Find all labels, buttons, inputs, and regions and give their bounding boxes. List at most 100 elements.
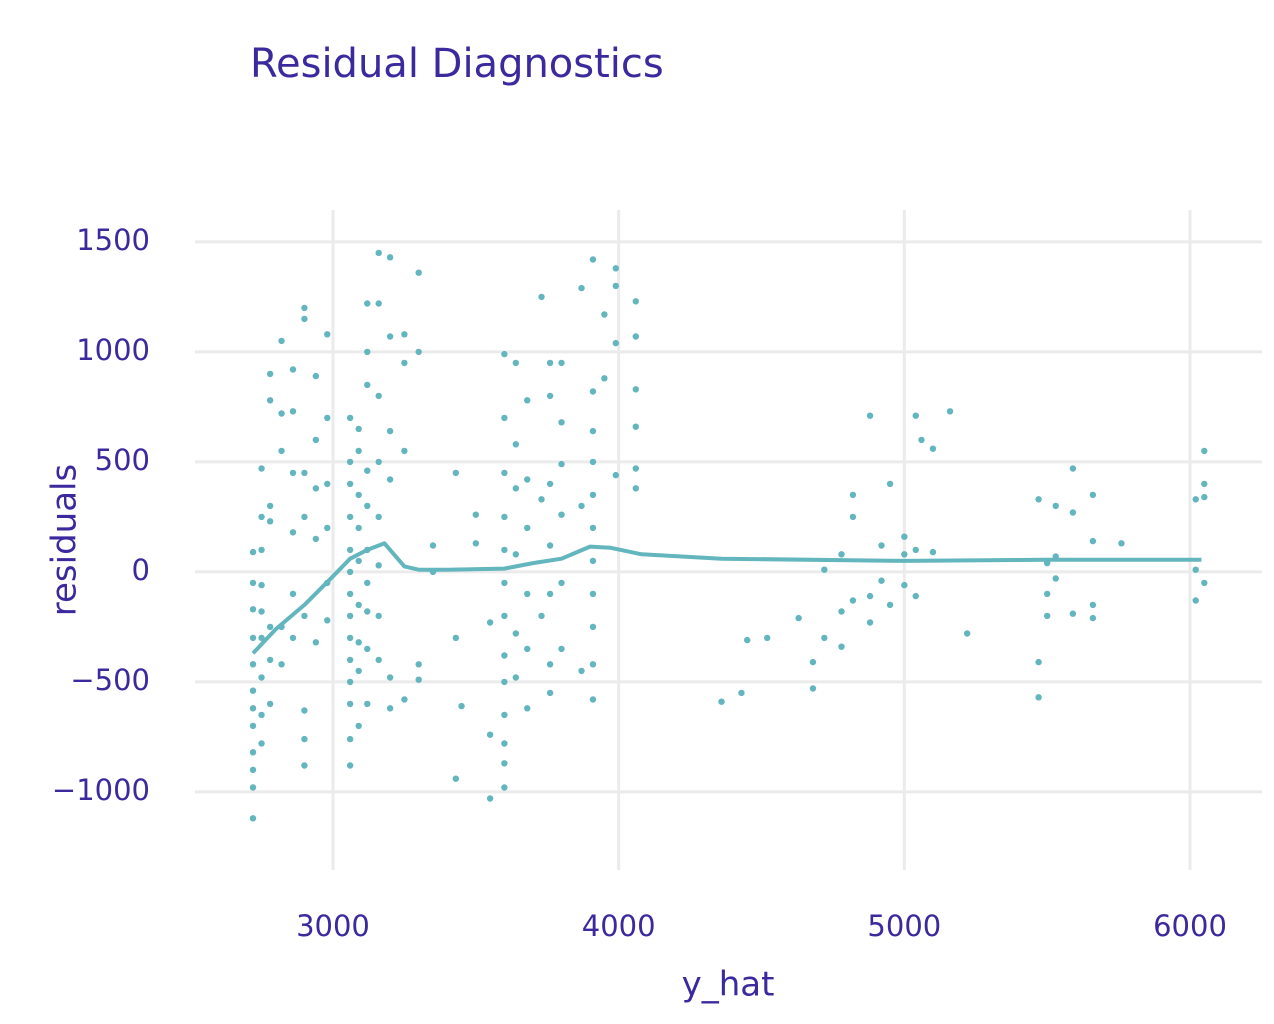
- point: [324, 617, 331, 624]
- point: [278, 410, 285, 417]
- point: [866, 412, 874, 419]
- point: [346, 546, 354, 554]
- point: [301, 469, 308, 477]
- point: [289, 590, 297, 598]
- point: [346, 656, 354, 664]
- point: [878, 577, 885, 584]
- point: [546, 542, 554, 549]
- x-tick-label: 6000: [1153, 909, 1227, 943]
- point: [386, 427, 394, 435]
- point: [258, 674, 265, 681]
- point: [558, 579, 565, 587]
- point: [452, 634, 460, 642]
- point: [912, 546, 919, 554]
- point: [1089, 614, 1097, 622]
- point: [249, 579, 257, 587]
- point: [589, 427, 597, 435]
- point: [838, 643, 845, 650]
- point: [1069, 610, 1077, 617]
- point: [355, 722, 362, 730]
- point: [501, 579, 508, 587]
- point: [501, 350, 508, 358]
- point: [364, 645, 371, 653]
- y-axis-title: residuals: [45, 464, 85, 616]
- point: [1052, 575, 1059, 582]
- point: [364, 700, 371, 708]
- point: [718, 698, 725, 705]
- point: [415, 676, 422, 683]
- point: [849, 491, 857, 499]
- point: [1118, 540, 1125, 547]
- point: [512, 359, 520, 367]
- point: [266, 656, 274, 664]
- point: [1052, 502, 1059, 510]
- point: [375, 392, 382, 400]
- point: [312, 372, 320, 380]
- point: [266, 370, 274, 378]
- point: [901, 581, 908, 589]
- point: [501, 469, 508, 477]
- point: [512, 630, 520, 637]
- point: [375, 300, 382, 307]
- x-tick-label: 4000: [582, 909, 656, 943]
- point: [558, 460, 565, 468]
- point: [301, 612, 308, 620]
- point: [501, 546, 508, 554]
- point: [1043, 612, 1051, 620]
- point: [249, 705, 257, 712]
- point: [612, 339, 620, 347]
- point: [258, 740, 265, 747]
- point: [266, 700, 274, 708]
- point: [346, 590, 354, 598]
- point: [249, 606, 257, 613]
- point: [524, 397, 531, 404]
- chart-title: Residual Diagnostics: [250, 41, 664, 87]
- point: [558, 419, 565, 426]
- point: [458, 702, 465, 710]
- point: [364, 348, 371, 356]
- point: [632, 423, 639, 430]
- point: [612, 265, 620, 272]
- point: [278, 337, 285, 345]
- point: [538, 293, 545, 301]
- point: [289, 366, 297, 373]
- point: [266, 502, 274, 510]
- point: [512, 674, 520, 681]
- point: [301, 707, 308, 714]
- point: [258, 581, 265, 589]
- point: [355, 667, 362, 675]
- point: [301, 735, 308, 743]
- point: [501, 711, 508, 719]
- point: [472, 511, 480, 518]
- point: [258, 513, 265, 521]
- point: [1201, 579, 1208, 587]
- point: [301, 315, 308, 323]
- point: [278, 447, 285, 455]
- point: [501, 414, 508, 422]
- point: [612, 471, 620, 479]
- point: [866, 592, 874, 600]
- point: [1192, 566, 1199, 573]
- point: [524, 590, 531, 598]
- point: [346, 700, 354, 708]
- point: [546, 689, 554, 697]
- point: [866, 619, 874, 626]
- point: [346, 458, 354, 466]
- point: [364, 467, 371, 474]
- point: [346, 414, 354, 422]
- point: [524, 524, 531, 532]
- point: [289, 408, 297, 415]
- point: [266, 623, 274, 631]
- smooth-line: [251, 541, 1202, 655]
- point: [764, 634, 771, 642]
- point: [429, 542, 437, 549]
- point: [1089, 537, 1097, 545]
- point: [512, 485, 520, 492]
- point: [558, 645, 565, 653]
- point: [632, 333, 639, 340]
- point: [901, 533, 908, 540]
- point: [501, 652, 508, 659]
- point: [589, 388, 597, 395]
- point: [364, 608, 371, 615]
